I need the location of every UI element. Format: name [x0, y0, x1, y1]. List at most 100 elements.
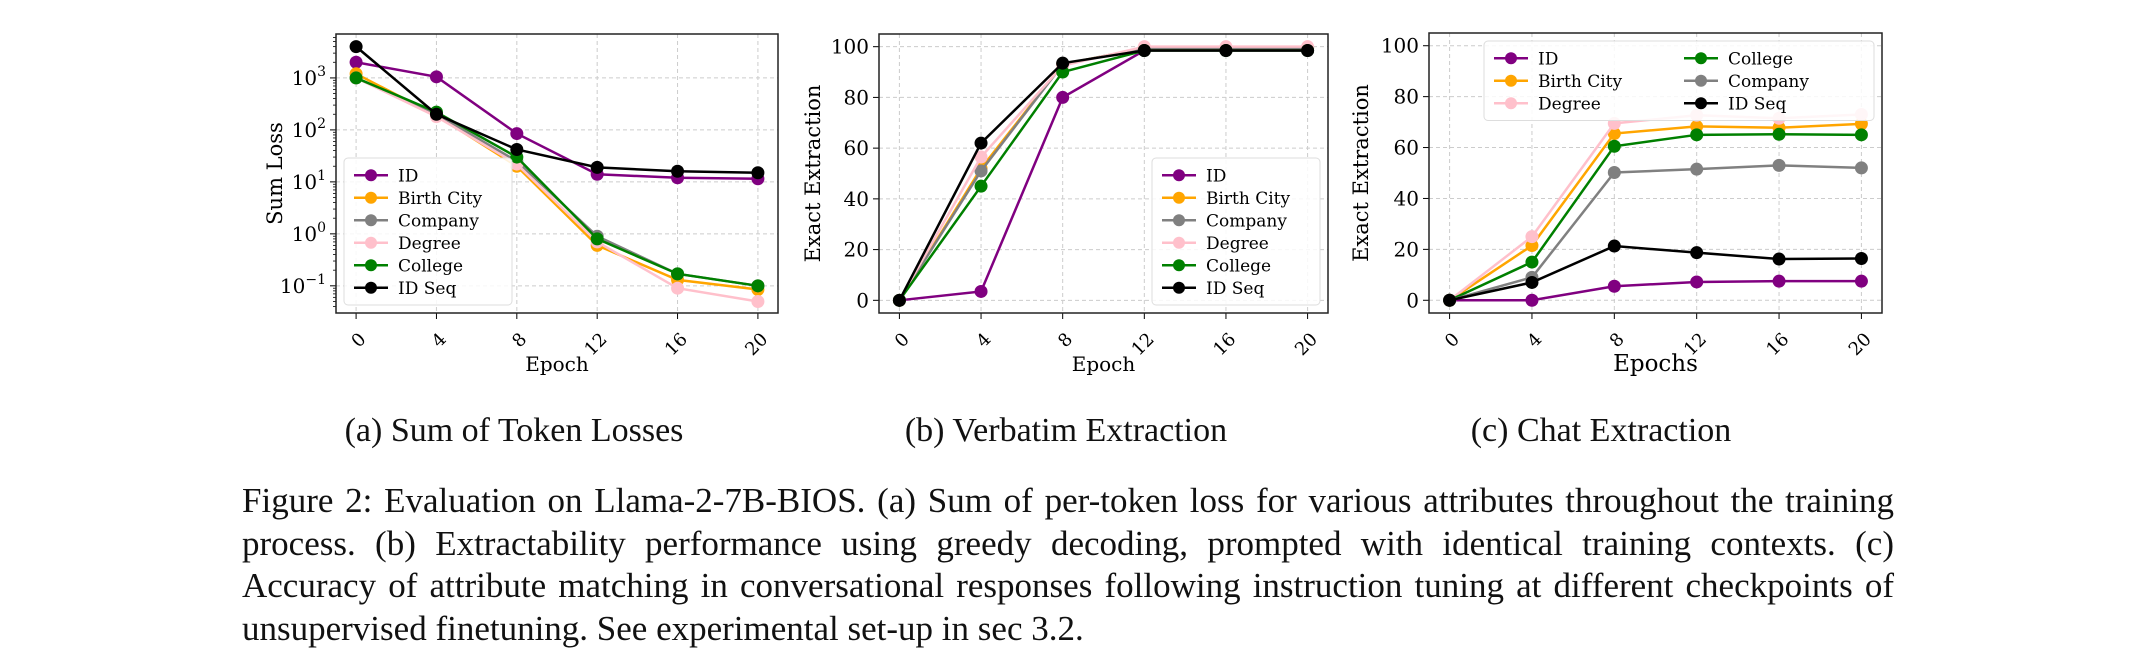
x-tick-label: 4	[972, 329, 995, 352]
legend-marker	[365, 236, 377, 249]
legend-frame	[1151, 157, 1321, 306]
x-tick-label: 20	[1845, 329, 1876, 360]
data-point	[974, 136, 988, 150]
legend-label: ID	[398, 166, 418, 186]
legend-marker	[365, 281, 377, 294]
legend-label: Degree	[1206, 234, 1269, 254]
data-point	[1772, 158, 1786, 172]
data-point	[1607, 139, 1621, 153]
series-degree	[1443, 107, 1868, 307]
legend-label: Birth City	[1538, 72, 1623, 92]
data-point	[1854, 252, 1868, 266]
series-line	[1449, 244, 1862, 302]
legend-label: Birth City	[1206, 189, 1291, 209]
data-point	[1525, 293, 1539, 307]
data-point	[1301, 43, 1315, 57]
y-tick-exponent: 1	[317, 168, 326, 184]
legend-marker	[1173, 191, 1185, 204]
y-tick-label: 40	[844, 187, 869, 211]
data-point	[1525, 230, 1539, 244]
x-tick-label: 16	[1209, 329, 1240, 360]
legend-label: ID	[1206, 166, 1226, 186]
x-tick-label: 16	[1762, 329, 1793, 360]
y-axis-label: Exact Extraction	[1349, 84, 1373, 262]
data-point	[1690, 246, 1704, 260]
x-tick-label: 0	[1441, 329, 1464, 352]
axes-frame	[335, 33, 779, 314]
data-point	[751, 279, 765, 293]
legend-marker	[1173, 259, 1185, 272]
data-point	[974, 284, 988, 298]
data-point	[590, 160, 604, 174]
data-point	[1607, 239, 1621, 253]
x-tick-label: 8	[1054, 329, 1077, 352]
series-id-seq	[349, 40, 765, 180]
x-tick-label: 8	[508, 329, 531, 352]
data-point	[1056, 56, 1070, 70]
legend-marker	[1505, 74, 1517, 87]
legend-item: Birth City	[1162, 189, 1291, 209]
legend-label: College	[1728, 49, 1793, 69]
data-point	[671, 281, 685, 295]
x-tick-label: 0	[891, 329, 914, 352]
legend-item: ID Seq	[354, 279, 456, 299]
y-tick-label: 40	[1394, 186, 1419, 210]
data-point	[349, 40, 363, 54]
y-tick-label: 0	[1406, 288, 1419, 312]
series-id	[1443, 274, 1868, 307]
data-point	[349, 55, 363, 69]
legend-marker	[1505, 52, 1517, 65]
legend-label: College	[1206, 256, 1271, 276]
data-point	[349, 71, 363, 85]
legend-label: ID Seq	[1206, 279, 1264, 299]
series-line	[355, 61, 758, 180]
legend-item: Company	[354, 211, 479, 231]
legend-marker	[1695, 97, 1707, 110]
data-point	[429, 107, 443, 121]
data-point	[1772, 127, 1786, 141]
data-point	[1443, 293, 1457, 307]
x-tick-label: 4	[428, 329, 451, 352]
data-point	[590, 232, 604, 246]
y-tick-label: 80	[1394, 85, 1419, 109]
legend-marker	[1173, 214, 1185, 227]
legend-item: ID Seq	[1684, 94, 1786, 114]
legend-frame	[343, 157, 513, 306]
data-point	[671, 267, 685, 281]
y-tick-label: 102	[292, 116, 326, 142]
y-tick-label: 100	[292, 220, 326, 246]
legend-label: College	[398, 256, 463, 276]
data-point	[1525, 275, 1539, 289]
series-line	[355, 76, 759, 288]
x-tick-label: 8	[1606, 329, 1629, 352]
legend-item: Company	[1684, 72, 1809, 92]
y-tick-label: 100	[1381, 34, 1419, 58]
legend-item: ID	[1162, 166, 1226, 186]
y-tick-label: 60	[844, 136, 869, 160]
data-point	[1690, 275, 1704, 289]
data-point	[1690, 128, 1704, 142]
x-tick-label: 20	[741, 329, 772, 360]
data-point	[1607, 127, 1621, 141]
legend-marker	[1173, 169, 1185, 182]
data-point	[1137, 43, 1151, 57]
data-point	[751, 166, 765, 180]
series-line	[1449, 164, 1862, 302]
y-tick-label: 80	[844, 85, 869, 109]
series-line	[898, 49, 1308, 301]
data-point	[1690, 162, 1704, 176]
y-axis-label: Exact Extraction	[801, 85, 825, 263]
legend-item: Birth City	[354, 189, 483, 209]
y-tick-label: 60	[1394, 136, 1419, 160]
data-point	[1525, 239, 1539, 253]
axes-frame	[1428, 32, 1883, 314]
subcaption-c: (c) Chat Extraction	[1470, 412, 1732, 449]
data-point	[892, 293, 906, 307]
subcaption-b: (b) Verbatim Extraction	[904, 412, 1228, 449]
